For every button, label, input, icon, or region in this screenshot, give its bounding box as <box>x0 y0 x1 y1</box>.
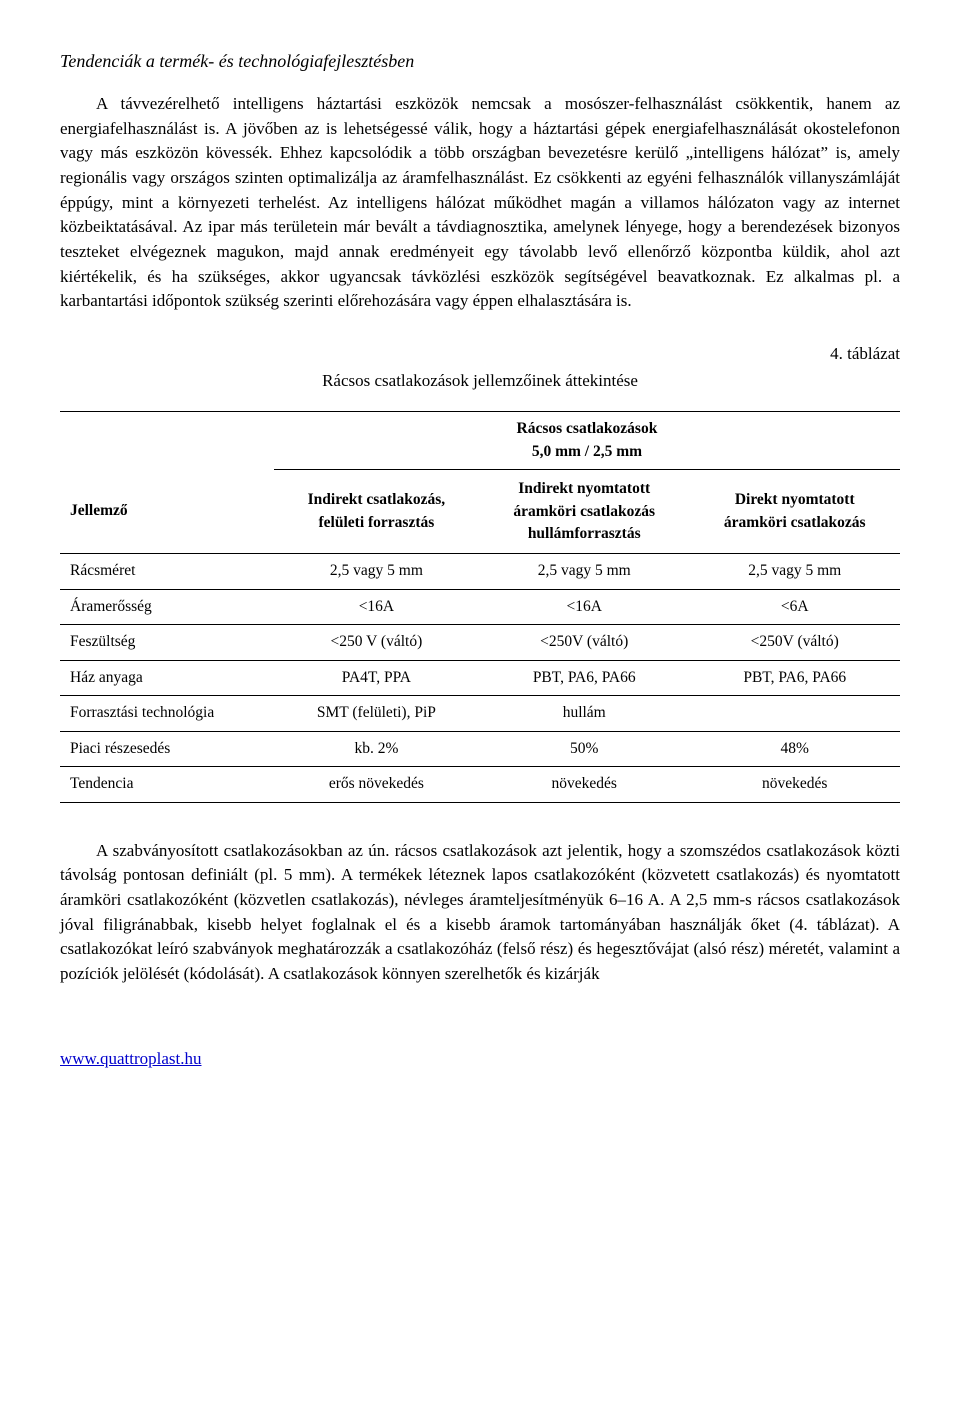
table-cell: 50% <box>479 731 690 766</box>
table-subheader-1: Indirekt nyomtatott áramköri csatlakozás… <box>479 470 690 554</box>
table-cell: 2,5 vagy 5 mm <box>274 554 479 589</box>
table-row-label: Tendencia <box>60 767 274 802</box>
table-row-label: Rácsméret <box>60 554 274 589</box>
table-col-label: Jellemző <box>60 470 274 554</box>
table-cell: <6A <box>689 589 900 624</box>
table-cell: 2,5 vagy 5 mm <box>689 554 900 589</box>
table-cell: 2,5 vagy 5 mm <box>479 554 690 589</box>
table-subheader-0: Indirekt csatlakozás, felületi forrasztá… <box>274 470 479 554</box>
table-row-label: Ház anyaga <box>60 660 274 695</box>
table-cell: erős növekedés <box>274 767 479 802</box>
footer-link-container: www.quattroplast.hu <box>60 1047 900 1072</box>
page-title-italic: Tendenciák a termék- és technológiafejle… <box>60 48 900 74</box>
table-cell: PBT, PA6, PA66 <box>689 660 900 695</box>
table-cell: kb. 2% <box>274 731 479 766</box>
table-cell: 48% <box>689 731 900 766</box>
table-cell: SMT (felületi), PiP <box>274 696 479 731</box>
table-cell: <250 V (váltó) <box>274 625 479 660</box>
table-row-label: Forrasztási technológia <box>60 696 274 731</box>
table-title: Rácsos csatlakozások jellemzőinek átteki… <box>60 369 900 394</box>
table-cell: PA4T, PPA <box>274 660 479 695</box>
data-table: Rácsos csatlakozások 5,0 mm / 2,5 mm Jel… <box>60 411 900 803</box>
table-top-header: Rácsos csatlakozások 5,0 mm / 2,5 mm <box>274 412 900 470</box>
table-cell: növekedés <box>689 767 900 802</box>
table-cell: <16A <box>274 589 479 624</box>
table-number: 4. táblázat <box>60 342 900 367</box>
table-row-label: Feszültség <box>60 625 274 660</box>
table-row-label: Piaci részesedés <box>60 731 274 766</box>
table-cell: hullám <box>479 696 690 731</box>
table-cell: <16A <box>479 589 690 624</box>
footer-link[interactable]: www.quattroplast.hu <box>60 1049 202 1068</box>
table-cell <box>689 696 900 731</box>
table-cell: <250V (váltó) <box>479 625 690 660</box>
paragraph-2: A szabványosított csatlakozásokban az ún… <box>60 839 900 987</box>
paragraph-1: A távvezérelhető intelligens háztartási … <box>60 92 900 314</box>
table-subheader-2: Direkt nyomtatott áramköri csatlakozás <box>689 470 900 554</box>
table-cell: <250V (váltó) <box>689 625 900 660</box>
table-cell: PBT, PA6, PA66 <box>479 660 690 695</box>
table-corner-blank <box>60 412 274 470</box>
table-cell: növekedés <box>479 767 690 802</box>
table-row-label: Áramerősség <box>60 589 274 624</box>
